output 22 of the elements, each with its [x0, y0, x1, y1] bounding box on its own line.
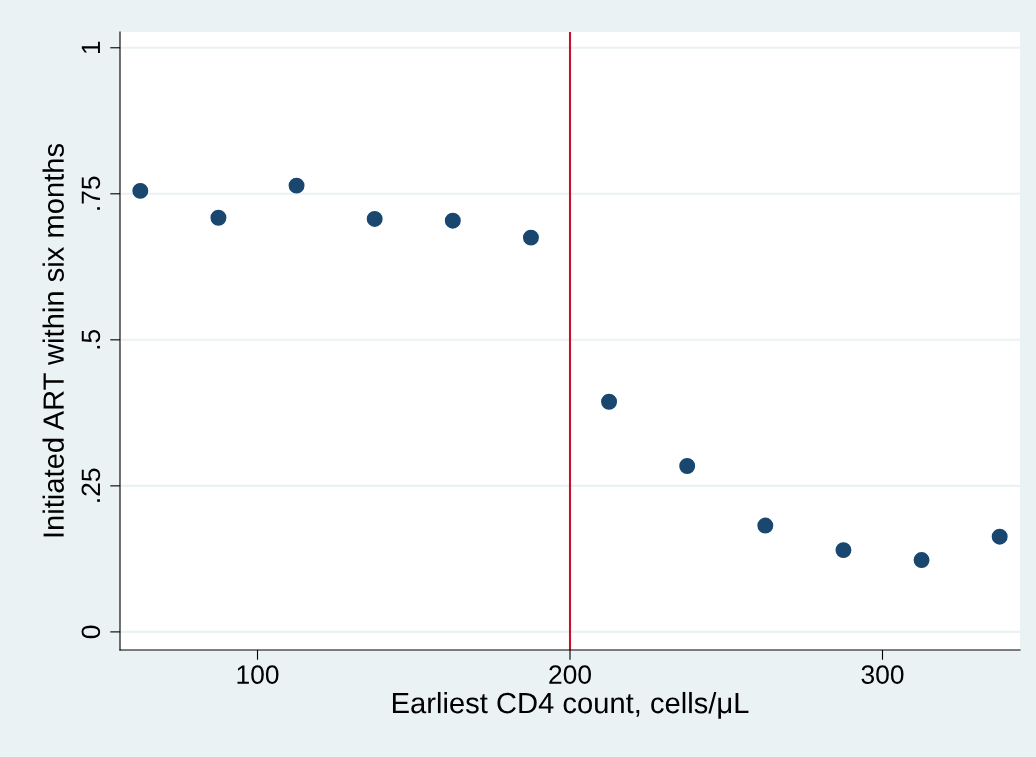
y-tick-label: 1 [81, 41, 100, 54]
x-tick-label: 300 [861, 665, 904, 684]
point [757, 517, 774, 534]
point [288, 177, 305, 194]
x-axis-title: Earliest CD4 count, cells/μL [392, 691, 749, 719]
point [601, 393, 618, 410]
y-tick-label: .5 [81, 329, 101, 349]
point [913, 552, 930, 569]
point [366, 210, 383, 227]
y-axis-title: Initiated ART within six months [42, 143, 64, 537]
x-tick-label: 200 [549, 665, 591, 684]
point [210, 209, 227, 226]
point [522, 229, 539, 246]
y-tick-label: .75 [81, 176, 101, 210]
point [679, 458, 696, 474]
x-tick-label: 100 [237, 665, 279, 684]
y-tick-label: 0 [81, 625, 101, 639]
point [444, 212, 461, 229]
y-tick-label: .25 [81, 468, 101, 502]
point [132, 182, 149, 199]
point [991, 528, 1008, 545]
point [835, 542, 852, 559]
